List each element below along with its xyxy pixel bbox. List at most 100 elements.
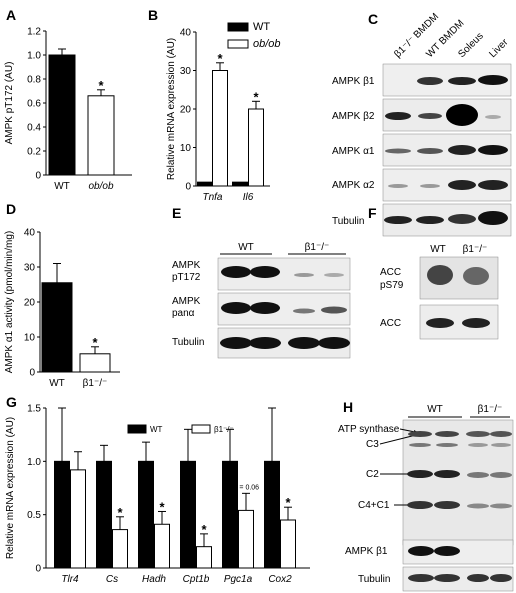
significance-marker: * bbox=[253, 89, 259, 104]
y-tick-label: 1.5 bbox=[27, 404, 41, 415]
bar bbox=[280, 519, 296, 569]
panel-label-g: G bbox=[6, 394, 17, 410]
blot-e-row-2-a: AMPK bbox=[172, 296, 201, 307]
blot-band bbox=[293, 308, 315, 314]
blot-band bbox=[436, 443, 458, 447]
blot-c-row-5: Tubulin bbox=[332, 216, 364, 227]
blot-band bbox=[385, 148, 411, 154]
y-tick-label: 30 bbox=[24, 263, 36, 274]
blot-e-row-1-b: pT172 bbox=[172, 272, 201, 283]
x-tick-label: Hadh bbox=[142, 574, 166, 585]
x-tick-label: Tnfa bbox=[202, 192, 222, 203]
blot-e-row-2-b: panα bbox=[172, 308, 195, 319]
blot-band bbox=[448, 214, 476, 224]
blot-band bbox=[249, 337, 281, 349]
blot-band bbox=[490, 431, 512, 437]
y-tick-label: 0.6 bbox=[27, 99, 41, 110]
legend-swatch bbox=[227, 39, 249, 49]
y-tick-label: 1.2 bbox=[27, 27, 41, 38]
y-tick-label: 0.2 bbox=[27, 147, 41, 158]
x-tick-label: Il6 bbox=[243, 192, 254, 203]
blot-band bbox=[408, 546, 434, 556]
legend-swatch bbox=[127, 424, 147, 434]
bar bbox=[87, 95, 115, 176]
blot-h: WT β1⁻/⁻ ATP synthase C3 C2 C4+C1 AMPK β… bbox=[338, 404, 514, 592]
bar bbox=[70, 469, 86, 569]
blot-band bbox=[485, 115, 501, 119]
legend-label: WT bbox=[253, 21, 270, 33]
x-tick-label: Cpt1b bbox=[183, 574, 210, 585]
blot-band bbox=[434, 574, 460, 582]
significance-marker: * bbox=[117, 505, 123, 520]
bar bbox=[238, 509, 254, 569]
panel-label-e: E bbox=[172, 205, 181, 221]
blot-c: β1⁻/⁻ BMDM WT BMDM Soleus Liver AMPK β1 … bbox=[332, 11, 512, 237]
significance-marker: P = 0.06 bbox=[233, 484, 259, 491]
y-tick-label: 10 bbox=[180, 143, 192, 154]
blot-c-row-1: AMPK β1 bbox=[332, 76, 375, 87]
x-tick-label: WT bbox=[54, 181, 70, 192]
blot-h-row-1: AMPK β1 bbox=[345, 546, 388, 557]
y-tick-label: 1.0 bbox=[27, 51, 41, 62]
y-axis-label: Relative mRNA expression (AU) bbox=[166, 38, 177, 180]
blot-band bbox=[468, 443, 488, 447]
bar bbox=[54, 460, 70, 569]
blot-c-row-2: AMPK β2 bbox=[332, 111, 375, 122]
blot-band bbox=[448, 77, 476, 85]
bar bbox=[79, 353, 111, 373]
blot-band bbox=[288, 337, 320, 349]
significance-marker: * bbox=[285, 495, 291, 510]
blot-band bbox=[478, 75, 508, 85]
blot-band bbox=[221, 302, 251, 314]
bar bbox=[138, 460, 154, 569]
blot-band bbox=[435, 431, 459, 437]
blot-c-col-3: Soleus bbox=[456, 31, 485, 60]
y-tick-label: 0.8 bbox=[27, 75, 41, 86]
blot-band bbox=[407, 501, 433, 509]
y-tick-label: 30 bbox=[180, 66, 192, 77]
blot-h-band-1: ATP synthase bbox=[338, 424, 400, 435]
blot-band bbox=[467, 472, 489, 478]
bar bbox=[154, 523, 170, 569]
blot-e-row-1-a: AMPK bbox=[172, 260, 201, 271]
blot-h-group-wt: WT bbox=[427, 404, 443, 415]
significance-marker: * bbox=[201, 522, 207, 537]
blot-h-band-2: C3 bbox=[366, 439, 379, 450]
blot-band bbox=[418, 113, 442, 119]
bar bbox=[48, 54, 76, 176]
significance-marker: * bbox=[92, 335, 98, 350]
blot-band bbox=[491, 443, 511, 447]
blot-e: WT β1⁻/⁻ AMPK pT172 AMPK panα Tubulin bbox=[172, 242, 351, 359]
x-tick-label: WT bbox=[49, 378, 65, 389]
blot-f-group-wt: WT bbox=[430, 244, 446, 255]
blot-band bbox=[434, 501, 460, 509]
legend-label: ob/ob bbox=[253, 38, 281, 50]
panel-label-h: H bbox=[343, 399, 353, 415]
bar bbox=[180, 460, 196, 569]
legend-label: WT bbox=[150, 425, 163, 434]
blot-e-group-ko: β1⁻/⁻ bbox=[305, 242, 330, 253]
significance-marker: * bbox=[159, 499, 165, 514]
blot-c-row-4: AMPK α2 bbox=[332, 180, 375, 191]
x-tick-label: ob/ob bbox=[88, 181, 113, 192]
blot-band bbox=[221, 266, 251, 278]
x-tick-label: Cs bbox=[106, 574, 118, 585]
blot-c-strip bbox=[382, 63, 512, 97]
blot-band bbox=[466, 431, 490, 437]
blot-c-col-4: Liver bbox=[487, 37, 511, 61]
y-tick-label: 10 bbox=[24, 333, 36, 344]
chart-d: 0 10 20 30 40 AMPK α1 activity (pmol/min/mg) W… bbox=[4, 228, 120, 389]
blot-band bbox=[462, 318, 490, 328]
blot-h-band-4: C4+C1 bbox=[358, 500, 390, 511]
panel-label-b: B bbox=[148, 7, 158, 23]
blot-band bbox=[434, 546, 460, 556]
chart-g: 0 0.5 1.0 1.5 Relative mRNA expression (AU) T… bbox=[5, 404, 310, 585]
blot-h-gel bbox=[402, 419, 514, 546]
blot-band bbox=[426, 318, 454, 328]
y-tick-label: 40 bbox=[24, 228, 36, 239]
y-tick-label: 20 bbox=[180, 105, 192, 116]
panel-label-f: F bbox=[368, 205, 377, 221]
blot-band bbox=[220, 337, 252, 349]
